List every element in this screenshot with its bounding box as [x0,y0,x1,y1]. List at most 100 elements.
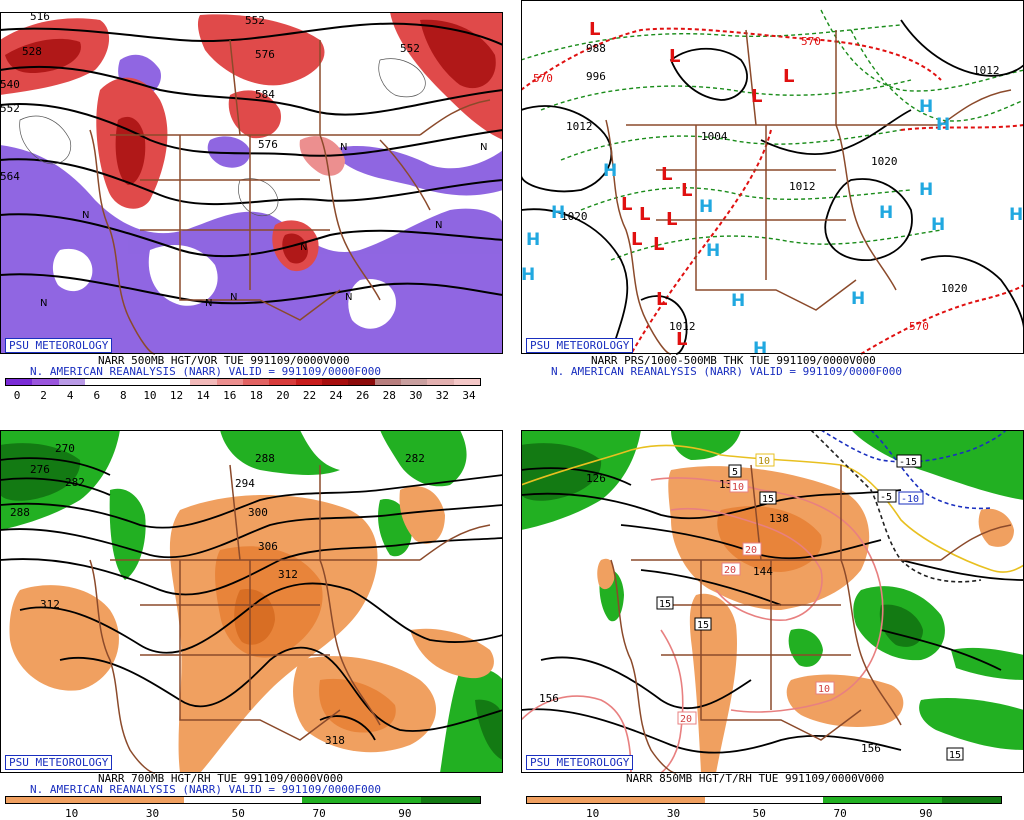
svg-text:294: 294 [235,477,255,490]
psu-meteorology-label: PSU METEOROLOGY [526,338,634,353]
caption-line-1: NARR 700MB HGT/RH TUE 991109/0000V000 [98,772,344,785]
svg-text:312: 312 [278,568,298,581]
svg-text:552: 552 [400,42,420,55]
political-borders [610,464,1012,774]
scale-tick-label: 10 [143,389,157,402]
svg-text:584: 584 [255,88,275,101]
svg-text:L: L [631,229,642,250]
panel-mslp-thickness: 988 996 1012 1004 1012 1020 1020 1012 10… [521,0,1024,400]
svg-text:N: N [340,142,347,153]
scale-tick-label: 4 [66,389,74,402]
colorbar-swatch [84,379,112,385]
svg-text:15: 15 [697,620,709,631]
colorbar-swatch [137,379,164,385]
svg-text:15: 15 [949,750,961,761]
svg-text:-10: -10 [901,494,919,505]
svg-text:1012: 1012 [566,120,593,133]
svg-text:282: 282 [65,476,85,489]
scale-tick-label: 12 [169,389,184,402]
colorbar-swatch [321,379,349,385]
colorbar-swatch [58,379,85,385]
scale-tick-label: 34 [462,389,476,402]
svg-text:528: 528 [22,45,42,58]
svg-text:N: N [480,142,487,153]
colorbar-swatch [348,379,375,385]
rh-scale-labels: 10 30 50 70 90 [526,807,1002,820]
scale-tick-label: 22 [302,389,317,402]
svg-text:156: 156 [539,692,559,705]
scale-tick-label: 90 [919,807,933,820]
svg-text:276: 276 [30,463,50,476]
svg-text:H: H [879,203,893,223]
svg-text:570: 570 [909,320,929,333]
svg-text:H: H [699,197,713,217]
colorbar-swatch [111,379,138,385]
svg-text:1012: 1012 [669,320,696,333]
scale-tick-label: 16 [223,389,237,402]
svg-text:1012: 1012 [973,64,1000,77]
colorbar-swatch [163,379,191,385]
svg-text:N: N [82,210,89,221]
svg-text:996: 996 [586,70,606,83]
svg-text:H: H [603,161,617,181]
svg-text:10: 10 [758,456,770,467]
svg-text:H: H [936,115,950,135]
caption-line-1: NARR 500MB HGT/VOR TUE 991109/0000V000 [98,354,350,367]
svg-text:N: N [435,220,442,231]
svg-text:L: L [669,46,680,67]
map-frame [521,0,1024,354]
map-850mb: 126 132 138 144 156 156 5 15 15 15 15 10… [521,430,1024,774]
scale-tick-label: 70 [833,807,847,820]
scale-tick-label: 26 [356,389,370,402]
svg-text:H: H [706,241,720,261]
colorbar-swatch [374,379,401,385]
svg-text:L: L [639,204,650,225]
svg-text:300: 300 [248,506,268,519]
panel-850mb-temp-rh: 126 132 138 144 156 156 5 15 15 15 15 10… [521,430,1024,820]
svg-text:N: N [345,292,352,303]
svg-text:N: N [205,298,212,309]
svg-text:H: H [753,339,767,355]
svg-text:5: 5 [732,467,738,478]
psu-meteorology-label: PSU METEOROLOGY [526,755,634,770]
svg-text:516: 516 [30,10,50,23]
svg-text:-15: -15 [899,457,917,468]
map-700mb: 270 276 282 288 288 294 300 306 312 312 … [0,430,503,774]
svg-text:-5: -5 [880,492,892,503]
scale-tick-label: 50 [752,807,766,820]
svg-text:144: 144 [753,565,773,578]
svg-text:H: H [551,203,565,223]
svg-text:20: 20 [724,565,736,576]
caption-line-1: NARR 850MB HGT/T/RH TUE 991109/0000V000 [626,772,885,785]
svg-text:552: 552 [0,102,20,115]
svg-text:L: L [661,164,672,185]
svg-text:N: N [40,298,47,309]
map-frame [521,430,1024,773]
svg-text:20: 20 [745,545,757,556]
scale-tick-label: 18 [249,389,263,402]
svg-text:156: 156 [861,742,881,755]
scale-tick-label: 70 [312,807,326,820]
scale-tick-label: 6 [93,389,101,402]
vorticity-contours [19,58,426,217]
colorbar-swatch [190,379,217,385]
svg-text:L: L [653,234,664,255]
map-frame [0,430,503,773]
svg-text:1020: 1020 [871,155,898,168]
svg-text:1020: 1020 [561,210,588,223]
svg-text:282: 282 [405,452,425,465]
svg-text:570: 570 [533,72,553,85]
svg-text:312: 312 [40,598,60,611]
scale-tick-label: 2 [40,389,47,402]
svg-text:570: 570 [801,35,821,48]
map-mslp: 988 996 1012 1004 1012 1020 1020 1012 10… [521,0,1024,355]
svg-text:15: 15 [762,494,774,505]
scale-tick-label: 10 [65,807,79,820]
svg-text:10: 10 [818,684,830,695]
svg-text:L: L [681,180,692,201]
rh-orange-shading [597,466,1014,773]
svg-text:L: L [656,289,667,310]
svg-text:H: H [521,265,535,285]
positive-vorticity-shading [0,12,503,272]
